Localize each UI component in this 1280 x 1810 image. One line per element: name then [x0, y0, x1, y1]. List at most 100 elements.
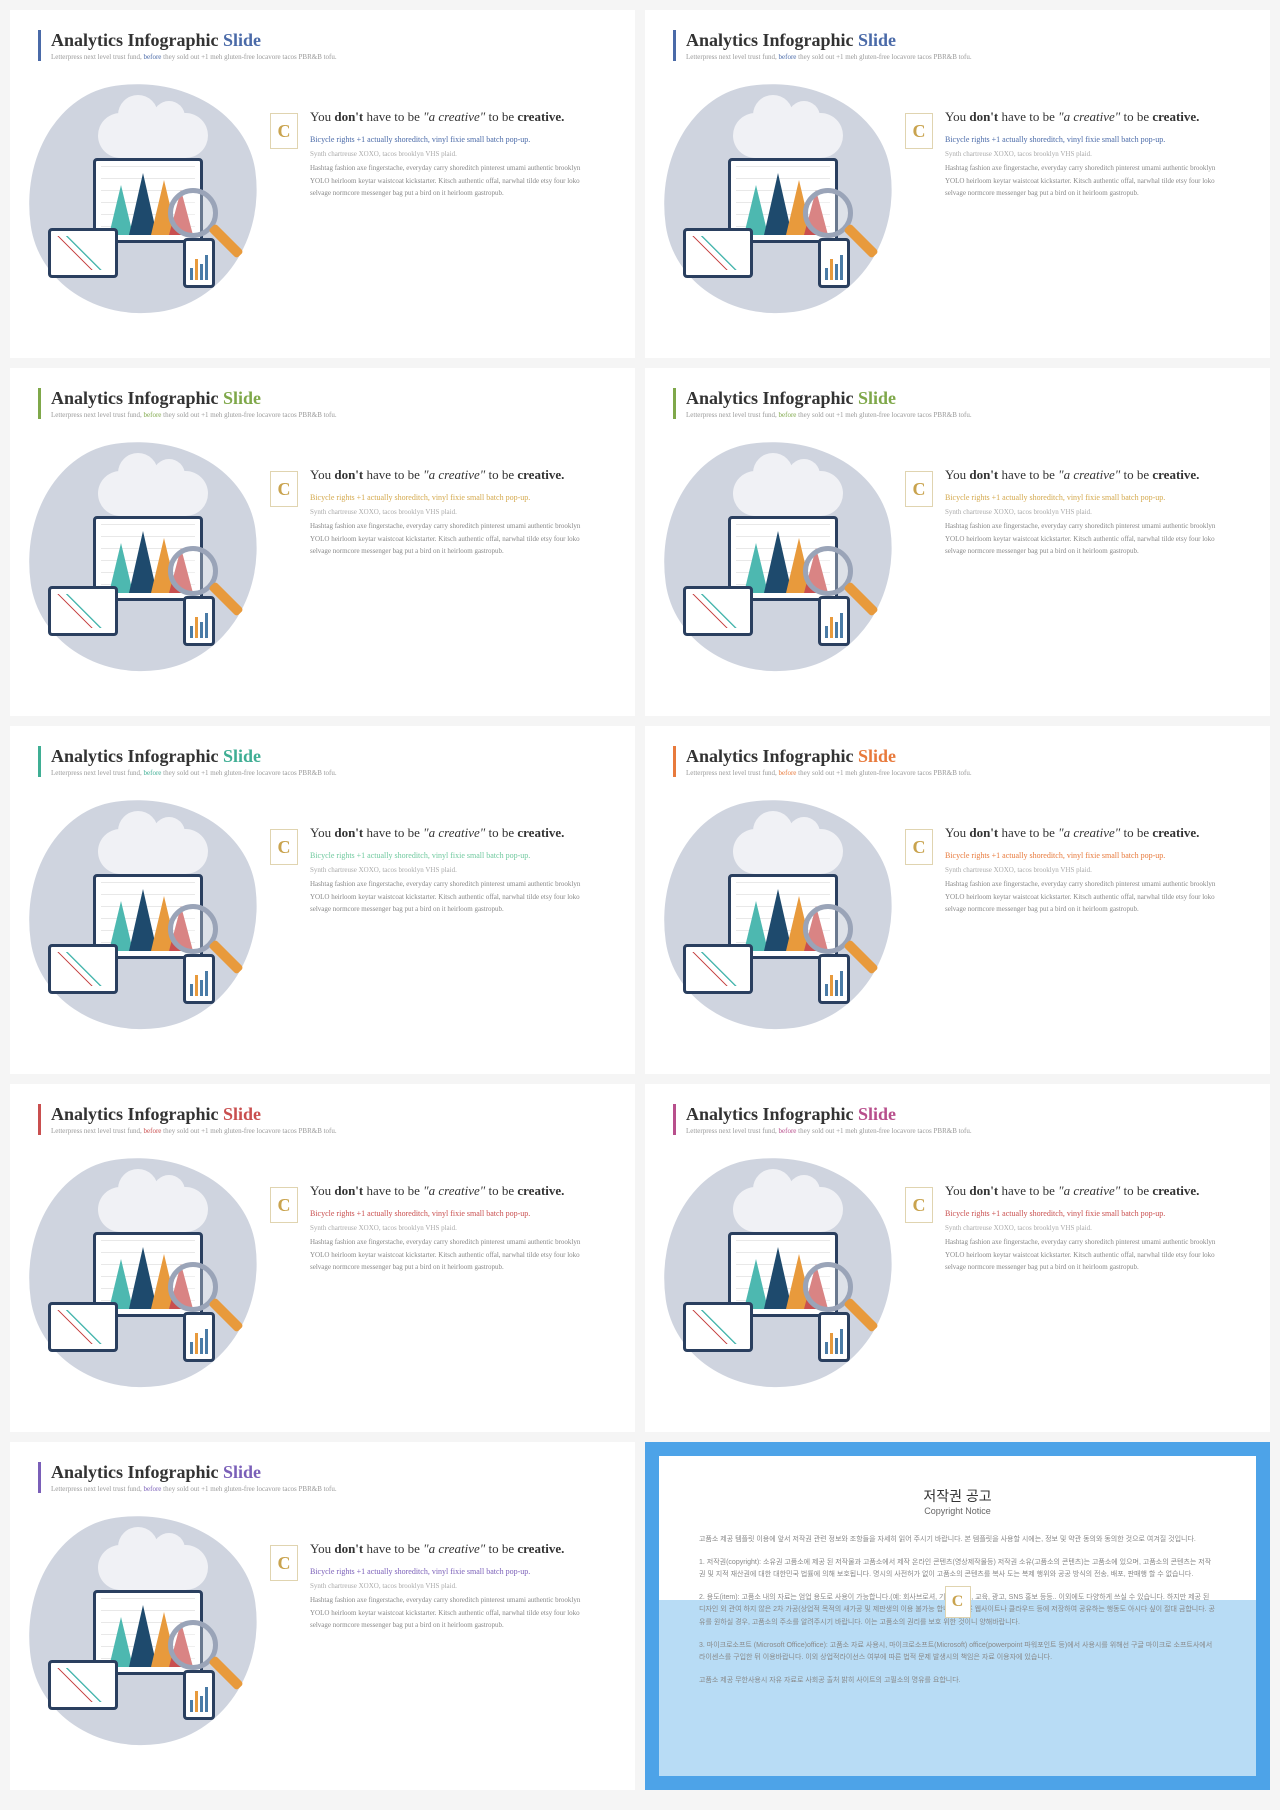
slide-subtitle: Letterpress next level trust fund, befor… — [686, 411, 1242, 419]
slide-title: Analytics Infographic Slide — [686, 1104, 1242, 1125]
copyright-paragraph: 3. 마이크로소프트 (Microsoft Office)office): 고품… — [699, 1640, 1216, 1665]
quote-heading: You don't have to be "a creative" to be … — [310, 824, 597, 842]
presentation-slide: Analytics Infographic Slide Letterpress … — [645, 368, 1270, 716]
secondary-text: Synth chartreuse XOXO, tacos brooklyn VH… — [310, 508, 597, 516]
slide-header: Analytics Infographic Slide Letterpress … — [38, 1462, 607, 1493]
secondary-text: Synth chartreuse XOXO, tacos brooklyn VH… — [945, 150, 1232, 158]
slide-text-content: You don't have to be "a creative" to be … — [310, 73, 607, 200]
slide-subtitle: Letterpress next level trust fund, befor… — [51, 1485, 607, 1493]
quote-heading: You don't have to be "a creative" to be … — [310, 1540, 597, 1558]
quote-heading: You don't have to be "a creative" to be … — [945, 108, 1232, 126]
presentation-slide: Analytics Infographic Slide Letterpress … — [645, 726, 1270, 1074]
secondary-text: Synth chartreuse XOXO, tacos brooklyn VH… — [310, 1224, 597, 1232]
slide-title: Analytics Infographic Slide — [686, 746, 1242, 767]
copyright-paragraph: 고품소 제공 템플릿 이용에 앞서 저작권 관련 정보와 조항들을 자세히 읽어… — [699, 1534, 1216, 1547]
highlight-text: Bicycle rights +1 actually shoreditch, v… — [945, 1208, 1232, 1220]
highlight-text: Bicycle rights +1 actually shoreditch, v… — [310, 134, 597, 146]
slide-subtitle: Letterpress next level trust fund, befor… — [51, 53, 607, 61]
secondary-text: Synth chartreuse XOXO, tacos brooklyn VH… — [945, 1224, 1232, 1232]
highlight-text: Bicycle rights +1 actually shoreditch, v… — [310, 1566, 597, 1578]
infographic-illustration — [673, 789, 893, 1049]
slide-subtitle: Letterpress next level trust fund, befor… — [51, 411, 607, 419]
body-text: Hashtag fashion axe fingerstache, everyd… — [945, 162, 1232, 200]
slide-title: Analytics Infographic Slide — [51, 388, 607, 409]
slide-title: Analytics Infographic Slide — [51, 30, 607, 51]
secondary-text: Synth chartreuse XOXO, tacos brooklyn VH… — [945, 508, 1232, 516]
quote-heading: You don't have to be "a creative" to be … — [310, 1182, 597, 1200]
slide-header: Analytics Infographic Slide Letterpress … — [673, 30, 1242, 61]
slide-title: Analytics Infographic Slide — [686, 30, 1242, 51]
secondary-text: Synth chartreuse XOXO, tacos brooklyn VH… — [310, 150, 597, 158]
logo-badge: C — [270, 829, 298, 865]
body-text: Hashtag fashion axe fingerstache, everyd… — [310, 1594, 597, 1632]
infographic-illustration — [673, 1147, 893, 1407]
logo-badge: C — [270, 113, 298, 149]
presentation-slide: Analytics Infographic Slide Letterpress … — [10, 726, 635, 1074]
highlight-text: Bicycle rights +1 actually shoreditch, v… — [945, 850, 1232, 862]
secondary-text: Synth chartreuse XOXO, tacos brooklyn VH… — [310, 1582, 597, 1590]
presentation-slide: Analytics Infographic Slide Letterpress … — [10, 368, 635, 716]
logo-badge: C — [905, 471, 933, 507]
quote-heading: You don't have to be "a creative" to be … — [310, 108, 597, 126]
slide-subtitle: Letterpress next level trust fund, befor… — [51, 769, 607, 777]
highlight-text: Bicycle rights +1 actually shoreditch, v… — [945, 134, 1232, 146]
infographic-illustration — [38, 1147, 258, 1407]
logo-badge: C — [270, 471, 298, 507]
quote-heading: You don't have to be "a creative" to be … — [945, 466, 1232, 484]
presentation-slide: Analytics Infographic Slide Letterpress … — [10, 1442, 635, 1790]
slide-header: Analytics Infographic Slide Letterpress … — [673, 388, 1242, 419]
slide-text-content: You don't have to be "a creative" to be … — [310, 1147, 607, 1274]
copyright-paragraph: 1. 저작권(copyright): 소유권 고품소에 제공 된 저작물과 고품… — [699, 1557, 1216, 1582]
slide-text-content: You don't have to be "a creative" to be … — [945, 1147, 1242, 1274]
logo-badge: C — [270, 1545, 298, 1581]
copyright-notice-slide: 저작권 공고 Copyright Notice 고품소 제공 템플릿 이용에 앞… — [645, 1442, 1270, 1790]
body-text: Hashtag fashion axe fingerstache, everyd… — [310, 878, 597, 916]
slide-header: Analytics Infographic Slide Letterpress … — [38, 746, 607, 777]
slide-text-content: You don't have to be "a creative" to be … — [945, 73, 1242, 200]
logo-badge: C — [905, 829, 933, 865]
secondary-text: Synth chartreuse XOXO, tacos brooklyn VH… — [945, 866, 1232, 874]
slide-header: Analytics Infographic Slide Letterpress … — [673, 746, 1242, 777]
logo-badge: C — [905, 113, 933, 149]
slide-text-content: You don't have to be "a creative" to be … — [945, 789, 1242, 916]
infographic-illustration — [673, 73, 893, 333]
infographic-illustration — [38, 789, 258, 1049]
slide-subtitle: Letterpress next level trust fund, befor… — [51, 1127, 607, 1135]
body-text: Hashtag fashion axe fingerstache, everyd… — [310, 1236, 597, 1274]
secondary-text: Synth chartreuse XOXO, tacos brooklyn VH… — [310, 866, 597, 874]
slide-subtitle: Letterpress next level trust fund, befor… — [686, 53, 1242, 61]
slide-title: Analytics Infographic Slide — [51, 1462, 607, 1483]
logo-badge: C — [905, 1187, 933, 1223]
quote-heading: You don't have to be "a creative" to be … — [310, 466, 597, 484]
slide-title: Analytics Infographic Slide — [51, 1104, 607, 1125]
copyright-subtitle: Copyright Notice — [699, 1506, 1216, 1516]
slide-text-content: You don't have to be "a creative" to be … — [310, 1505, 607, 1632]
highlight-text: Bicycle rights +1 actually shoreditch, v… — [310, 850, 597, 862]
highlight-text: Bicycle rights +1 actually shoreditch, v… — [310, 492, 597, 504]
highlight-text: Bicycle rights +1 actually shoreditch, v… — [945, 492, 1232, 504]
logo-badge: C — [945, 1586, 971, 1618]
presentation-slide: Analytics Infographic Slide Letterpress … — [645, 10, 1270, 358]
slide-header: Analytics Infographic Slide Letterpress … — [673, 1104, 1242, 1135]
body-text: Hashtag fashion axe fingerstache, everyd… — [945, 1236, 1232, 1274]
presentation-slide: Analytics Infographic Slide Letterpress … — [10, 10, 635, 358]
slide-title: Analytics Infographic Slide — [51, 746, 607, 767]
body-text: Hashtag fashion axe fingerstache, everyd… — [945, 520, 1232, 558]
infographic-illustration — [38, 431, 258, 691]
slide-header: Analytics Infographic Slide Letterpress … — [38, 1104, 607, 1135]
presentation-slide: Analytics Infographic Slide Letterpress … — [645, 1084, 1270, 1432]
body-text: Hashtag fashion axe fingerstache, everyd… — [310, 162, 597, 200]
copyright-paragraph: 고품소 제공 무한사용시 자유 자료로 사회공 출처 밝히 사이트의 고필소의 … — [699, 1675, 1216, 1688]
highlight-text: Bicycle rights +1 actually shoreditch, v… — [310, 1208, 597, 1220]
logo-badge: C — [270, 1187, 298, 1223]
infographic-illustration — [38, 1505, 258, 1765]
presentation-slide: Analytics Infographic Slide Letterpress … — [10, 1084, 635, 1432]
slide-text-content: You don't have to be "a creative" to be … — [310, 789, 607, 916]
infographic-illustration — [673, 431, 893, 691]
quote-heading: You don't have to be "a creative" to be … — [945, 824, 1232, 842]
slide-subtitle: Letterpress next level trust fund, befor… — [686, 1127, 1242, 1135]
slide-subtitle: Letterpress next level trust fund, befor… — [686, 769, 1242, 777]
slide-text-content: You don't have to be "a creative" to be … — [310, 431, 607, 558]
quote-heading: You don't have to be "a creative" to be … — [945, 1182, 1232, 1200]
slide-text-content: You don't have to be "a creative" to be … — [945, 431, 1242, 558]
